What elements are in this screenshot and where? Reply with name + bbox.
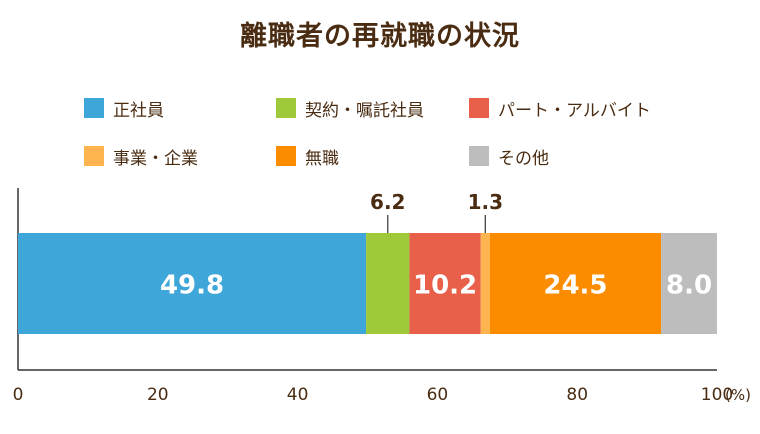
legend-item-regular-employee: 正社員 [84, 97, 164, 121]
legend-item-contract-employee: 契約・嘱託社員 [276, 97, 424, 121]
bar-segment [366, 233, 410, 334]
x-tick-label: 100 [701, 385, 733, 405]
bar-segment [409, 233, 481, 334]
data-label: 49.8 [160, 271, 224, 301]
bar-segment [661, 233, 717, 334]
legend-item-part-time: パート・アルバイト [469, 97, 651, 121]
chart-title: 離職者の再就職の状況 [240, 21, 520, 52]
legend-label: 正社員 [113, 100, 164, 121]
x-tick-label: 60 [427, 385, 449, 405]
bar-segment [480, 233, 490, 334]
x-tick-label: 0 [13, 385, 24, 405]
legend-swatch [84, 98, 104, 118]
data-label: 10.2 [413, 271, 477, 301]
legend-swatch [276, 146, 296, 166]
x-axis-unit: (%) [725, 386, 751, 404]
legend-swatch [469, 146, 489, 166]
legend-swatch [469, 98, 489, 118]
x-tick-label: 40 [287, 385, 309, 405]
data-label: 8.0 [666, 271, 712, 301]
legend-item-unemployed: 無職 [276, 145, 339, 169]
legend-swatch [276, 98, 296, 118]
legend-item-business: 事業・企業 [84, 145, 198, 169]
legend-label: 契約・嘱託社員 [305, 100, 424, 121]
data-label: 24.5 [543, 271, 607, 301]
x-tick-label: 80 [566, 385, 588, 405]
legend-swatch [84, 146, 104, 166]
legend-label: 事業・企業 [113, 148, 198, 169]
x-tick-label: 20 [147, 385, 169, 405]
data-label: 1.3 [468, 190, 503, 214]
legend-label: その他 [498, 148, 549, 169]
legend-item-other: その他 [469, 145, 549, 169]
data-label: 6.2 [370, 190, 405, 214]
bar-segment [18, 233, 367, 334]
legend-label: パート・アルバイト [498, 100, 651, 121]
legend-label: 無職 [305, 148, 339, 169]
bar-segment [489, 233, 662, 334]
